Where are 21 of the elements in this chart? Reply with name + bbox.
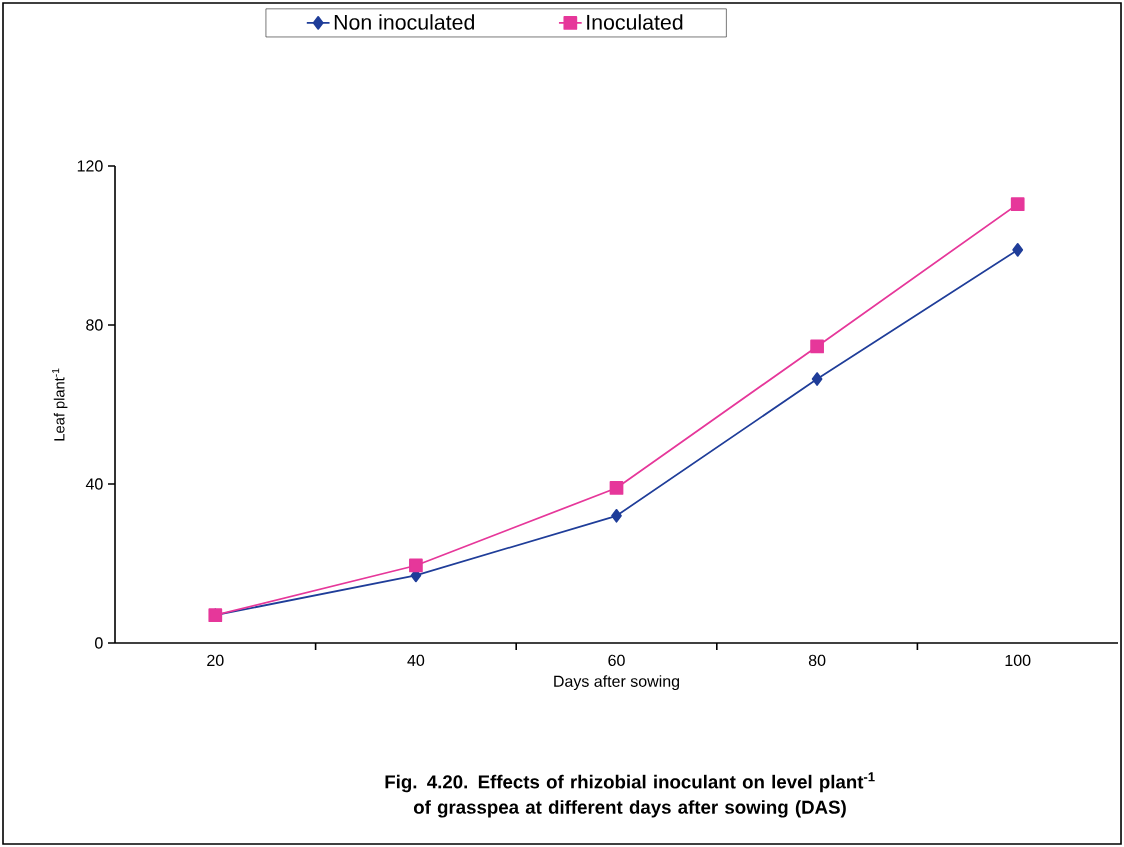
y-tick-label: 40 — [85, 478, 103, 490]
point — [611, 508, 622, 523]
legend-label: Non inoculated — [334, 14, 474, 30]
point — [409, 558, 423, 573]
legend-label: Inoculated — [587, 14, 683, 30]
x-axis-title: Days after sowing — [554, 675, 680, 691]
y-tick-label: 0 — [95, 637, 103, 649]
x-tick-label: 20 — [207, 654, 224, 667]
text: Fig. 4.20. Effects of rhizobial inoculant on level plant$^{-1}$ of grasspea at different days after sowing (DAS) — [385, 772, 875, 818]
y-tick-label: 120 — [77, 160, 103, 172]
x-tick-label: 60 — [608, 654, 625, 667]
point — [810, 339, 824, 354]
y-axis-title: Leaf plant$^{-1}$ — [52, 368, 68, 441]
point — [1010, 197, 1025, 212]
x-tick-label: 80 — [808, 654, 826, 667]
point — [609, 481, 624, 495]
x-tick-label: 40 — [407, 654, 425, 667]
point — [811, 372, 823, 386]
y-tick-label: 80 — [86, 319, 103, 331]
x-tick-label: 100 — [1005, 654, 1031, 667]
point — [1012, 243, 1024, 257]
